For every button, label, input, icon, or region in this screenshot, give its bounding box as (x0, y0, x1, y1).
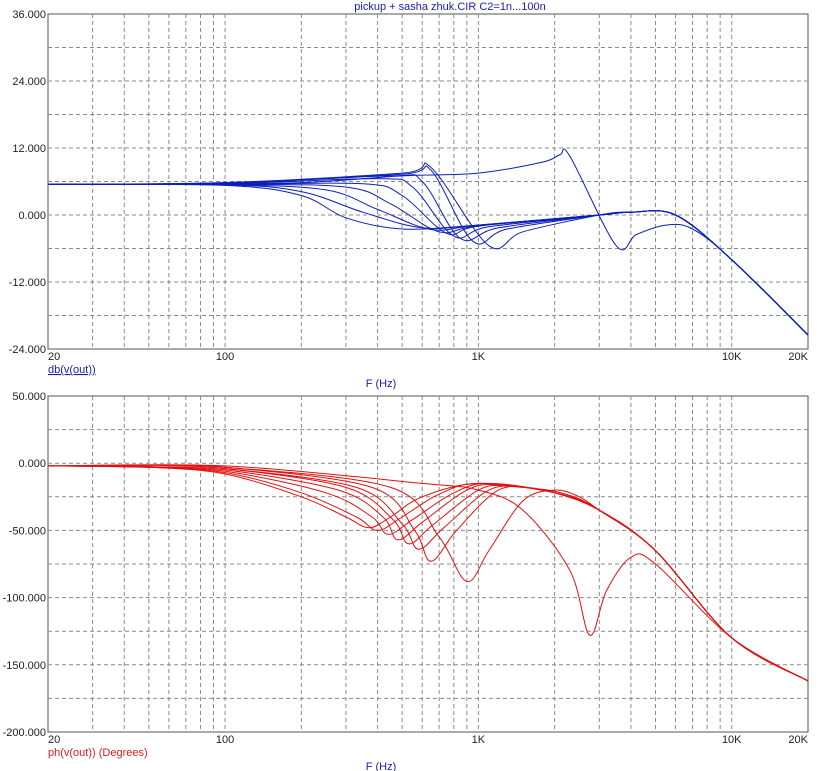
chart-title: pickup + sasha zhuk.CIR C2=1n...100n (354, 1, 545, 13)
magnitude-x-tick-label: 20 (48, 351, 60, 363)
phase-series-line-9 (47, 464, 809, 682)
magnitude-series-line-10 (177, 148, 809, 336)
phase-x-ticks: 20 100 1K 10K 20K (48, 734, 809, 746)
phase-y-label: ph(v(out)) (Degrees) (48, 747, 148, 759)
magnitude-x-tick-label: 1K (472, 351, 486, 363)
phase-x-tick-label: 1K (472, 734, 486, 746)
magnitude-y-tick-label: 36.000 (12, 9, 46, 21)
magnitude-series-line-9 (47, 162, 809, 336)
phase-x-tick-label: 100 (216, 734, 234, 746)
magnitude-y-tick-label: -24.000 (9, 344, 46, 356)
magnitude-x-tick-label: 100 (216, 351, 234, 363)
magnitude-x-label: F (Hz) (366, 378, 397, 390)
magnitude-y-tick-label: 24.000 (12, 76, 46, 88)
phase-series (47, 464, 809, 682)
phase-y-tick-label: -100.000 (3, 593, 46, 605)
phase-y-tick-label: -150.000 (3, 660, 46, 672)
phase-plot: 50.000 0.000 -50.000 -100.000 -150.000 -200.0… (3, 391, 809, 771)
magnitude-plot: 36.000 24.000 12.000 0.000 -12.000 -24.000 20… (9, 9, 809, 390)
magnitude-y-label: db(v(out)) (48, 364, 96, 376)
phase-y-tick-label: -200.000 (3, 727, 46, 739)
magnitude-series (47, 148, 809, 336)
phase-y-ticks: 50.000 0.000 -50.000 -100.000 -150.000 -200.0… (3, 391, 46, 739)
phase-series-line-8 (47, 464, 809, 682)
magnitude-x-tick-label: 20K (788, 351, 808, 363)
phase-y-tick-label: -50.000 (9, 525, 46, 537)
phase-x-tick-label: 20K (788, 734, 808, 746)
phase-y-tick-label: 50.000 (12, 391, 46, 403)
phase-x-label: F (Hz) (366, 761, 397, 771)
magnitude-y-tick-label: 0.000 (18, 210, 46, 222)
phase-x-tick-label: 20 (48, 734, 60, 746)
phase-grid (48, 396, 808, 732)
magnitude-grid (48, 14, 808, 349)
magnitude-x-ticks: 20 100 1K 10K 20K (48, 351, 809, 363)
phase-y-tick-label: 0.000 (18, 458, 46, 470)
magnitude-y-tick-label: -12.000 (9, 277, 46, 289)
magnitude-y-ticks: 36.000 24.000 12.000 0.000 -12.000 -24.000 (9, 9, 46, 356)
magnitude-x-tick-label: 10K (722, 351, 742, 363)
magnitude-y-tick-label: 12.000 (12, 143, 46, 155)
phase-x-tick-label: 10K (722, 734, 742, 746)
